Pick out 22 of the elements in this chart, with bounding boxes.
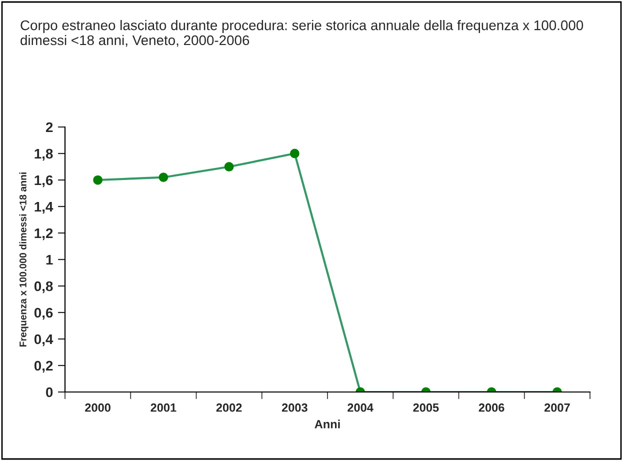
- y-tick-label: 1,2: [34, 228, 53, 240]
- y-tick-label: 0,8: [34, 281, 53, 294]
- x-tick-label: 2003: [282, 403, 308, 412]
- y-tick-label: 0,6: [34, 308, 53, 320]
- chart-title: Corpo estraneo lasciato durante procedura: serie storica annuale della frequenza x 100.000 dimessi <18 anni, Veneto, 2000-2006: [20, 20, 584, 47]
- y-tick-label: 1,6: [34, 175, 53, 188]
- x-tick-label: 2001: [150, 403, 176, 412]
- y-axis-title: Frequenza x 100.000 dimessi <18 anni: [19, 172, 28, 347]
- x-tick-label: 2005: [413, 403, 439, 412]
- x-tick-label: 2004: [348, 403, 374, 412]
- y-tick-label: 0: [46, 387, 53, 398]
- y-tick-label: 2: [46, 122, 53, 132]
- y-tick-label: 0,2: [34, 360, 53, 373]
- x-tick-label: 2002: [216, 403, 242, 412]
- y-tick-label: 1,4: [34, 202, 54, 214]
- x-tick-label: 2000: [85, 403, 110, 412]
- x-axis-title: Anni: [314, 420, 340, 428]
- x-tick-label: 2007: [544, 403, 570, 412]
- y-tick-label: 1,8: [34, 148, 53, 161]
- x-tick-label: 2006: [478, 403, 504, 412]
- y-tick-label: 1: [46, 254, 53, 265]
- y-tick-label: 0,4: [34, 334, 54, 346]
